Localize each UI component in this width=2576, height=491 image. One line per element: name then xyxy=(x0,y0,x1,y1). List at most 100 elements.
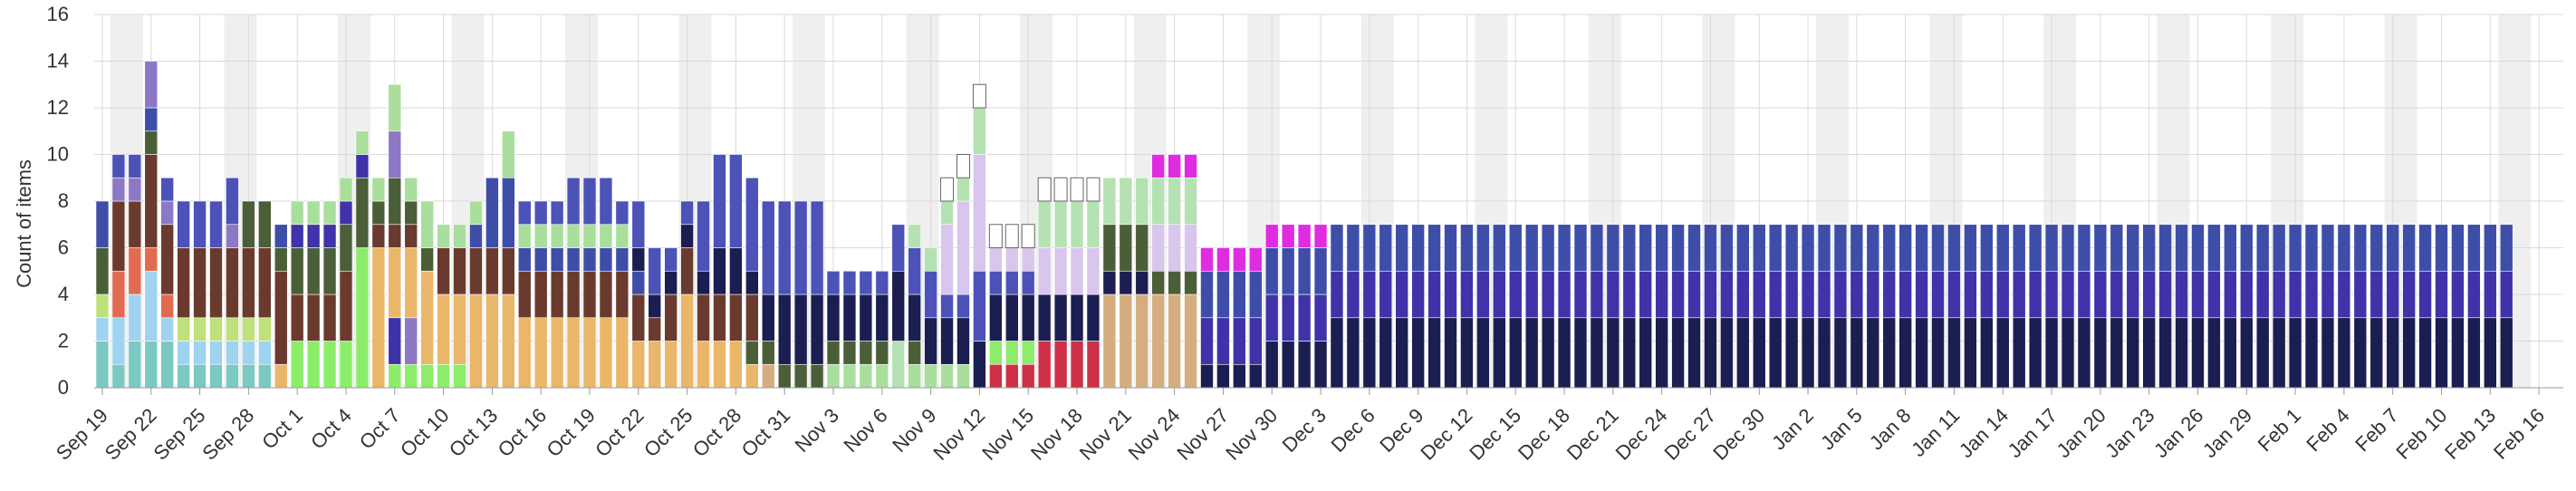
day-bar[interactable] xyxy=(1297,224,1312,389)
day-bar[interactable] xyxy=(713,154,726,389)
day-bar[interactable] xyxy=(761,200,775,389)
day-bar[interactable] xyxy=(908,224,921,389)
day-bar[interactable] xyxy=(371,177,386,389)
day-bar[interactable] xyxy=(355,130,370,389)
day-bar[interactable] xyxy=(1687,224,1701,389)
day-bar[interactable] xyxy=(1395,224,1408,389)
day-bar[interactable] xyxy=(810,200,824,389)
day-bar[interactable] xyxy=(95,200,110,389)
day-bar[interactable] xyxy=(1444,224,1457,389)
day-bar[interactable] xyxy=(615,200,630,389)
day-bar[interactable] xyxy=(193,200,207,389)
day-bar[interactable] xyxy=(1801,224,1815,389)
day-bar[interactable] xyxy=(2239,224,2254,389)
day-bar[interactable] xyxy=(1784,224,1799,389)
day-bar[interactable] xyxy=(1053,177,1068,389)
day-bar[interactable] xyxy=(1264,224,1279,389)
day-bar[interactable] xyxy=(258,200,272,389)
day-bar[interactable] xyxy=(404,177,418,389)
day-bar[interactable] xyxy=(1768,224,1783,389)
day-bar[interactable] xyxy=(1135,177,1149,389)
day-bar[interactable] xyxy=(1330,224,1344,389)
day-bar[interactable] xyxy=(437,224,450,389)
day-bar[interactable] xyxy=(226,177,239,389)
day-bar[interactable] xyxy=(793,200,808,389)
day-bar[interactable] xyxy=(2484,224,2497,389)
day-bar[interactable] xyxy=(1817,224,1831,389)
day-bar[interactable] xyxy=(664,247,678,389)
day-bar[interactable] xyxy=(2288,224,2302,389)
day-bar[interactable] xyxy=(209,200,223,389)
day-bar[interactable] xyxy=(924,247,937,389)
day-bar[interactable] xyxy=(1021,224,1035,389)
day-bar[interactable] xyxy=(1541,224,1555,389)
day-bar[interactable] xyxy=(177,200,190,389)
day-bar[interactable] xyxy=(599,177,613,389)
day-bar[interactable] xyxy=(956,154,970,389)
day-bar[interactable] xyxy=(2369,224,2384,389)
day-bar[interactable] xyxy=(1671,224,1685,389)
day-bar[interactable] xyxy=(1184,154,1197,389)
day-bar[interactable] xyxy=(1216,247,1230,389)
day-bar[interactable] xyxy=(826,270,841,389)
day-bar[interactable] xyxy=(1622,224,1637,389)
day-bar[interactable] xyxy=(1752,224,1766,389)
day-bar[interactable] xyxy=(1379,224,1393,389)
day-bar[interactable] xyxy=(1995,224,2010,389)
day-bar[interactable] xyxy=(1639,224,1653,389)
day-bar[interactable] xyxy=(2044,224,2059,389)
day-bar[interactable] xyxy=(875,270,889,389)
day-bar[interactable] xyxy=(2028,224,2043,389)
day-bar[interactable] xyxy=(1898,224,1912,389)
day-bar[interactable] xyxy=(1168,154,1181,389)
day-bar[interactable] xyxy=(1460,224,1474,389)
day-bar[interactable] xyxy=(1493,224,1506,389)
day-bar[interactable] xyxy=(144,61,159,389)
day-bar[interactable] xyxy=(2304,224,2319,389)
day-bar[interactable] xyxy=(1004,224,1019,389)
day-bar[interactable] xyxy=(1606,224,1620,389)
day-bar[interactable] xyxy=(859,270,873,389)
day-bar[interactable] xyxy=(2061,224,2075,389)
day-bar[interactable] xyxy=(2207,224,2221,389)
day-bar[interactable] xyxy=(533,200,548,389)
day-bar[interactable] xyxy=(1070,177,1084,389)
day-bar[interactable] xyxy=(1736,224,1750,389)
day-bar[interactable] xyxy=(1313,224,1328,389)
day-bar[interactable] xyxy=(502,130,515,389)
day-bar[interactable] xyxy=(2435,224,2448,389)
day-bar[interactable] xyxy=(777,200,792,389)
day-bar[interactable] xyxy=(2402,224,2416,389)
day-bar[interactable] xyxy=(2012,224,2026,389)
day-bar[interactable] xyxy=(2337,224,2351,389)
day-bar[interactable] xyxy=(160,177,174,389)
day-bar[interactable] xyxy=(1980,224,1994,389)
day-bar[interactable] xyxy=(1508,224,1523,389)
day-bar[interactable] xyxy=(550,200,564,389)
day-bar[interactable] xyxy=(485,177,499,389)
day-bar[interactable] xyxy=(1037,177,1052,389)
day-bar[interactable] xyxy=(1850,224,1864,389)
day-bar[interactable] xyxy=(2110,224,2124,389)
day-bar[interactable] xyxy=(1704,224,1717,389)
day-bar[interactable] xyxy=(2321,224,2335,389)
day-bar[interactable] xyxy=(2418,224,2432,389)
day-bar[interactable] xyxy=(2451,224,2465,389)
day-bar[interactable] xyxy=(1119,177,1133,389)
day-bar[interactable] xyxy=(1573,224,1588,389)
day-bar[interactable] xyxy=(842,270,857,389)
day-bar[interactable] xyxy=(972,83,986,389)
day-bar[interactable] xyxy=(1655,224,1668,389)
day-bar[interactable] xyxy=(1964,224,1977,389)
day-bar[interactable] xyxy=(1249,247,1263,389)
day-bar[interactable] xyxy=(2093,224,2108,389)
day-bar[interactable] xyxy=(1931,224,1945,389)
day-bar[interactable] xyxy=(2126,224,2140,389)
day-bar[interactable] xyxy=(2386,224,2399,389)
day-bar[interactable] xyxy=(1086,177,1101,389)
day-bar[interactable] xyxy=(1427,224,1441,389)
day-bar[interactable] xyxy=(2467,224,2481,389)
day-bar[interactable] xyxy=(1151,154,1165,389)
day-bar[interactable] xyxy=(1524,224,1539,389)
day-bar[interactable] xyxy=(631,200,646,389)
